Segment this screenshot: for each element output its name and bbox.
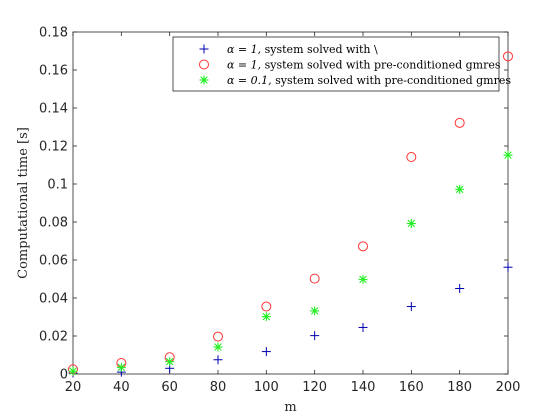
y-tick-label: 0.06 bbox=[39, 254, 68, 269]
legend-marker bbox=[199, 44, 209, 54]
x-tick-label: 60 bbox=[161, 380, 178, 395]
legend-label: α = 0.1, system solved with pre-conditio… bbox=[227, 74, 511, 87]
y-tick-label: 0.04 bbox=[39, 292, 68, 307]
plot-area bbox=[72, 31, 509, 375]
data-point bbox=[455, 184, 465, 194]
y-tick-label: 0.12 bbox=[39, 140, 68, 155]
legend-marker bbox=[199, 75, 209, 85]
data-point bbox=[503, 51, 513, 62]
legend: α = 1, system solved with \α = 1, system… bbox=[172, 36, 511, 92]
data-point bbox=[406, 302, 416, 312]
series-2 bbox=[68, 51, 513, 375]
legend-entry: α = 1, system solved with \ bbox=[199, 43, 378, 56]
x-tick-label: 20 bbox=[65, 380, 82, 395]
legend-label: α = 1, system solved with \ bbox=[227, 43, 378, 56]
y-axis: 0 0.02 0.04 0.06 0.08 0.1 0.12 0.14 0.16 0.18 bbox=[39, 26, 508, 383]
data-point bbox=[68, 366, 78, 376]
data-point bbox=[261, 312, 271, 322]
legend-box bbox=[172, 36, 500, 92]
x-tick-label: 140 bbox=[351, 380, 376, 395]
data-point bbox=[406, 152, 417, 163]
data-point bbox=[261, 347, 271, 357]
data-point bbox=[116, 362, 126, 372]
data-point bbox=[213, 331, 223, 342]
data-point bbox=[261, 301, 272, 312]
data-point bbox=[406, 219, 416, 229]
series-3 bbox=[68, 150, 513, 376]
axes-box bbox=[72, 31, 509, 375]
legend-marker bbox=[199, 59, 209, 70]
x-tick-label: 160 bbox=[399, 380, 424, 395]
legend-label-text: system solved with \ bbox=[261, 43, 378, 56]
legend-label-alpha: α = 0.1, bbox=[227, 74, 272, 87]
y-tick-label: 0.08 bbox=[39, 216, 68, 231]
data-point bbox=[309, 273, 320, 284]
x-tick-label: 120 bbox=[302, 380, 327, 395]
data-point bbox=[358, 241, 368, 252]
x-tick-label: 180 bbox=[447, 380, 472, 395]
y-axis-label: Computational time [s] bbox=[16, 127, 31, 279]
data-point bbox=[213, 355, 223, 365]
data-markers bbox=[68, 51, 513, 378]
y-tick-label: 0.18 bbox=[39, 26, 68, 41]
legend-label-alpha: α = 1, bbox=[227, 59, 261, 72]
legend-label: α = 1, system solved with pre-conditione… bbox=[227, 59, 501, 72]
x-axis: 20 40 60 80 100 120 140 160 180 200 bbox=[65, 32, 521, 395]
x-tick-label: 80 bbox=[210, 380, 227, 395]
data-point bbox=[213, 342, 223, 352]
x-tick-label: 200 bbox=[496, 380, 521, 395]
x-axis-label: m bbox=[284, 400, 296, 415]
legend-entry: α = 0.1, system solved with pre-conditio… bbox=[199, 74, 511, 87]
y-tick-label: 0 bbox=[60, 368, 68, 383]
data-point bbox=[358, 322, 368, 332]
x-tick-label: 40 bbox=[113, 380, 130, 395]
y-tick-label: 0.14 bbox=[39, 102, 68, 117]
legend-label-alpha: α = 1, bbox=[227, 43, 261, 56]
data-point bbox=[503, 150, 513, 160]
data-point bbox=[454, 117, 465, 128]
y-tick-label: 0.1 bbox=[47, 178, 68, 193]
data-point bbox=[503, 262, 513, 272]
legend-label-text: system solved with pre-conditioned gmres bbox=[261, 59, 501, 72]
data-point bbox=[310, 306, 320, 316]
data-point bbox=[165, 357, 175, 367]
data-point bbox=[310, 331, 320, 341]
legend-label-text: system solved with pre-conditioned gmres bbox=[272, 74, 512, 87]
data-point bbox=[455, 284, 465, 293]
data-point bbox=[358, 274, 368, 284]
y-tick-label: 0.16 bbox=[39, 64, 68, 79]
y-tick-label: 0.02 bbox=[39, 330, 68, 345]
legend-entry: α = 1, system solved with pre-conditione… bbox=[199, 59, 501, 72]
x-tick-label: 100 bbox=[254, 380, 279, 395]
